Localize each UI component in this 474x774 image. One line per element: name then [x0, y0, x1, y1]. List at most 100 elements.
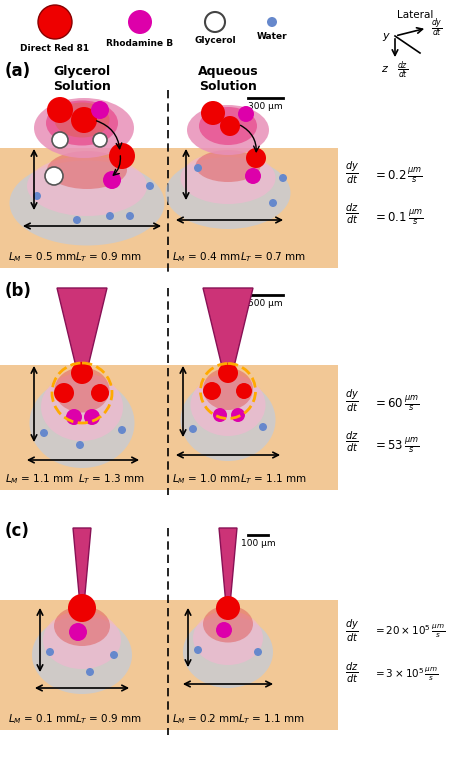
Circle shape	[45, 167, 63, 185]
Ellipse shape	[195, 150, 261, 182]
Ellipse shape	[34, 98, 134, 158]
Polygon shape	[219, 528, 237, 605]
Ellipse shape	[165, 157, 291, 229]
Circle shape	[194, 164, 202, 172]
Circle shape	[203, 382, 221, 400]
Circle shape	[93, 133, 107, 147]
Ellipse shape	[203, 368, 253, 410]
Circle shape	[84, 409, 100, 425]
Circle shape	[106, 212, 114, 220]
Text: (b): (b)	[5, 282, 32, 300]
Text: $\frac{dz}{dt}$: $\frac{dz}{dt}$	[397, 60, 408, 81]
Ellipse shape	[46, 101, 118, 146]
Text: $L_T$ = 1.1 mm: $L_T$ = 1.1 mm	[238, 712, 305, 726]
Text: $\frac{dz}{dt}$: $\frac{dz}{dt}$	[345, 430, 358, 454]
Ellipse shape	[43, 611, 121, 669]
Text: $= 20\times10^5\,\frac{\mu m}{s}$: $= 20\times10^5\,\frac{\mu m}{s}$	[373, 623, 445, 640]
Ellipse shape	[27, 156, 147, 216]
Circle shape	[194, 646, 202, 654]
Circle shape	[126, 212, 134, 220]
Text: $L_T$ = 0.9 mm: $L_T$ = 0.9 mm	[75, 250, 142, 264]
Text: $\frac{dy}{dt}$: $\frac{dy}{dt}$	[345, 160, 359, 187]
Text: $= 0.2\,\frac{\mu m}{s}$: $= 0.2\,\frac{\mu m}{s}$	[373, 165, 423, 185]
Circle shape	[109, 143, 135, 169]
Text: (c): (c)	[5, 522, 30, 540]
Ellipse shape	[181, 152, 275, 204]
Ellipse shape	[199, 107, 257, 145]
Bar	[0, 365, 338, 490]
Text: $= 0.1\,\frac{\mu m}{s}$: $= 0.1\,\frac{\mu m}{s}$	[373, 207, 423, 227]
Text: $= 3\times10^5\,\frac{\mu m}{s}$: $= 3\times10^5\,\frac{\mu m}{s}$	[373, 666, 438, 683]
Circle shape	[128, 10, 152, 34]
Circle shape	[71, 362, 93, 384]
Text: y: y	[383, 31, 389, 41]
Text: $\frac{dy}{dt}$: $\frac{dy}{dt}$	[345, 618, 359, 645]
Ellipse shape	[55, 368, 109, 413]
Text: $\frac{dz}{dt}$: $\frac{dz}{dt}$	[345, 661, 358, 685]
Text: 300 μm: 300 μm	[248, 102, 283, 111]
Text: $L_T$ = 0.9 mm: $L_T$ = 0.9 mm	[75, 712, 142, 726]
Text: $L_M$ = 1.0 mm: $L_M$ = 1.0 mm	[172, 472, 241, 486]
Circle shape	[71, 107, 97, 133]
Circle shape	[38, 5, 72, 39]
Text: $L_T$ = 0.7 mm: $L_T$ = 0.7 mm	[240, 250, 306, 264]
Text: $L_T$ = 1.1 mm: $L_T$ = 1.1 mm	[240, 472, 307, 486]
Ellipse shape	[203, 605, 253, 642]
Circle shape	[267, 17, 277, 27]
Circle shape	[236, 383, 252, 399]
Ellipse shape	[29, 378, 135, 468]
Circle shape	[238, 106, 254, 122]
Circle shape	[33, 192, 41, 200]
Text: Water: Water	[257, 32, 287, 41]
Circle shape	[118, 426, 126, 434]
Circle shape	[220, 116, 240, 136]
Circle shape	[269, 199, 277, 207]
Circle shape	[246, 148, 266, 168]
Circle shape	[73, 216, 81, 224]
Circle shape	[216, 622, 232, 638]
Circle shape	[110, 651, 118, 659]
Text: $\frac{dy}{dt}$: $\frac{dy}{dt}$	[431, 16, 443, 39]
Circle shape	[216, 596, 240, 620]
Circle shape	[146, 182, 154, 190]
Ellipse shape	[187, 105, 269, 155]
Circle shape	[231, 408, 245, 422]
Text: $L_M$ = 0.2 mm: $L_M$ = 0.2 mm	[172, 712, 240, 726]
Circle shape	[46, 648, 54, 656]
Ellipse shape	[191, 374, 265, 436]
Text: $= 60\,\frac{\mu m}{s}$: $= 60\,\frac{\mu m}{s}$	[373, 393, 419, 413]
Text: Aqueous
Solution: Aqueous Solution	[198, 65, 258, 93]
Text: $\frac{dz}{dt}$: $\frac{dz}{dt}$	[345, 202, 358, 226]
Text: $L_M$ = 0.1 mm: $L_M$ = 0.1 mm	[8, 712, 77, 726]
Circle shape	[213, 408, 227, 422]
Circle shape	[40, 429, 48, 437]
Text: Glycerol: Glycerol	[194, 36, 236, 45]
Text: $= 53\,\frac{\mu m}{s}$: $= 53\,\frac{\mu m}{s}$	[373, 435, 419, 455]
Ellipse shape	[9, 160, 164, 245]
Circle shape	[66, 409, 82, 425]
Bar	[0, 148, 338, 268]
Ellipse shape	[41, 373, 123, 441]
Polygon shape	[203, 288, 253, 375]
Circle shape	[259, 423, 267, 431]
Text: $L_M$ = 1.1 mm: $L_M$ = 1.1 mm	[5, 472, 74, 486]
Ellipse shape	[193, 611, 263, 665]
Polygon shape	[73, 528, 91, 605]
Text: Rhodamine B: Rhodamine B	[107, 39, 173, 48]
Text: $L_M$ = 0.4 mm: $L_M$ = 0.4 mm	[172, 250, 241, 264]
Circle shape	[54, 383, 74, 403]
Circle shape	[279, 174, 287, 182]
Text: $L_M$ = 0.5 mm: $L_M$ = 0.5 mm	[8, 250, 77, 264]
Ellipse shape	[183, 616, 273, 688]
Circle shape	[76, 441, 84, 449]
Circle shape	[68, 594, 96, 622]
Ellipse shape	[47, 151, 127, 189]
Text: Lateral: Lateral	[397, 10, 433, 20]
Polygon shape	[57, 288, 107, 375]
Text: (a): (a)	[5, 62, 31, 80]
Text: Direct Red 81: Direct Red 81	[20, 44, 90, 53]
Circle shape	[52, 132, 68, 148]
Ellipse shape	[55, 102, 109, 138]
Circle shape	[91, 101, 109, 119]
Ellipse shape	[32, 616, 132, 694]
